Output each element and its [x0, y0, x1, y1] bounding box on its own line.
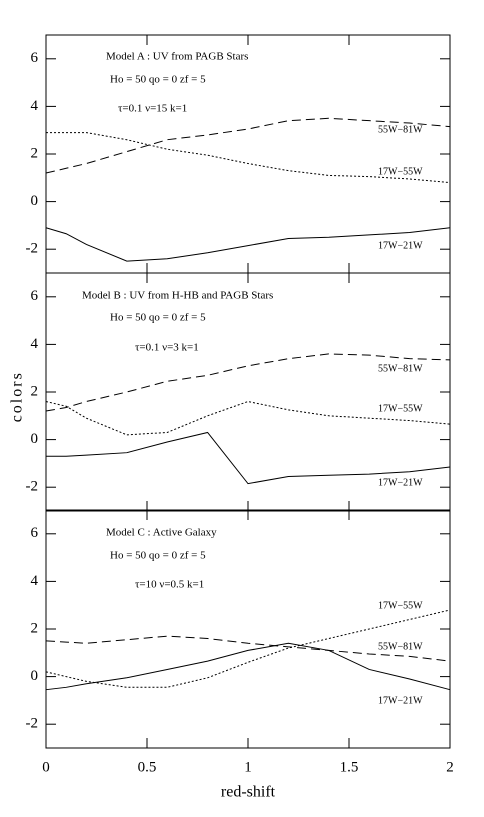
annotation: Ho = 50 qo = 0 zf = 5	[110, 74, 206, 86]
y-tick-label: 2	[31, 620, 39, 636]
annotation: Ho = 50 qo = 0 zf = 5	[110, 550, 206, 562]
y-tick-label: 4	[31, 573, 39, 589]
annotation: τ=10 ν=0.5 k=1	[135, 579, 204, 591]
panel-frame	[45, 272, 451, 512]
series-label: 17W−21W	[378, 695, 423, 706]
x-axis-title: red-shift	[221, 784, 276, 801]
annotation: Ho = 50 qo = 0 zf = 5	[110, 312, 206, 324]
annotation: τ=0.1 ν=15 k=1	[118, 103, 187, 115]
x-tick-label: 0	[42, 759, 50, 775]
y-tick-label: 0	[31, 431, 39, 447]
series-label: 17W−55W	[378, 403, 423, 414]
series-label: 17W−21W	[378, 477, 423, 488]
annotation: Model A : UV from PAGB Stars	[106, 51, 248, 63]
y-tick-label: 4	[31, 336, 39, 352]
series-label: 17W−21W	[378, 240, 423, 251]
series-line	[45, 117, 451, 174]
y-tick-label: 6	[31, 288, 39, 304]
y-axis-title: colors	[9, 371, 26, 422]
series-label: 55W−81W	[378, 641, 423, 652]
y-tick-label: 4	[31, 98, 39, 114]
y-tick-label: 2	[31, 145, 39, 161]
x-tick-label: 1	[244, 759, 252, 775]
x-tick-label: 2	[446, 759, 454, 775]
x-tick-label: 0.5	[138, 759, 157, 775]
series-line	[45, 609, 451, 688]
series-label: 55W−81W	[378, 124, 423, 135]
y-tick-label: -2	[26, 716, 39, 732]
y-tick-label: 6	[31, 50, 39, 66]
series-line	[46, 431, 451, 485]
y-tick-label: -2	[26, 479, 39, 495]
series-line	[45, 353, 451, 412]
annotation: Model B : UV from H-HB and PAGB Stars	[82, 290, 273, 302]
series-line	[45, 401, 451, 436]
y-tick-label: 0	[31, 668, 39, 684]
series-label: 17W−55W	[378, 600, 423, 611]
panel-frame	[45, 509, 451, 749]
series-label: 17W−55W	[378, 166, 423, 177]
series-line	[45, 227, 451, 262]
annotation: τ=0.1 ν=3 k=1	[135, 342, 199, 354]
panel-frame	[45, 34, 451, 274]
series-line	[45, 635, 451, 662]
y-tick-label: -2	[26, 241, 39, 257]
y-tick-label: 6	[31, 525, 39, 541]
x-tick-label: 1.5	[340, 759, 359, 775]
annotation: Model C : Active Galaxy	[106, 527, 217, 539]
y-tick-label: 2	[31, 383, 39, 399]
y-tick-label: 0	[31, 193, 39, 209]
series-line	[45, 642, 451, 691]
series-label: 55W−81W	[378, 363, 423, 374]
series-line	[46, 132, 451, 184]
